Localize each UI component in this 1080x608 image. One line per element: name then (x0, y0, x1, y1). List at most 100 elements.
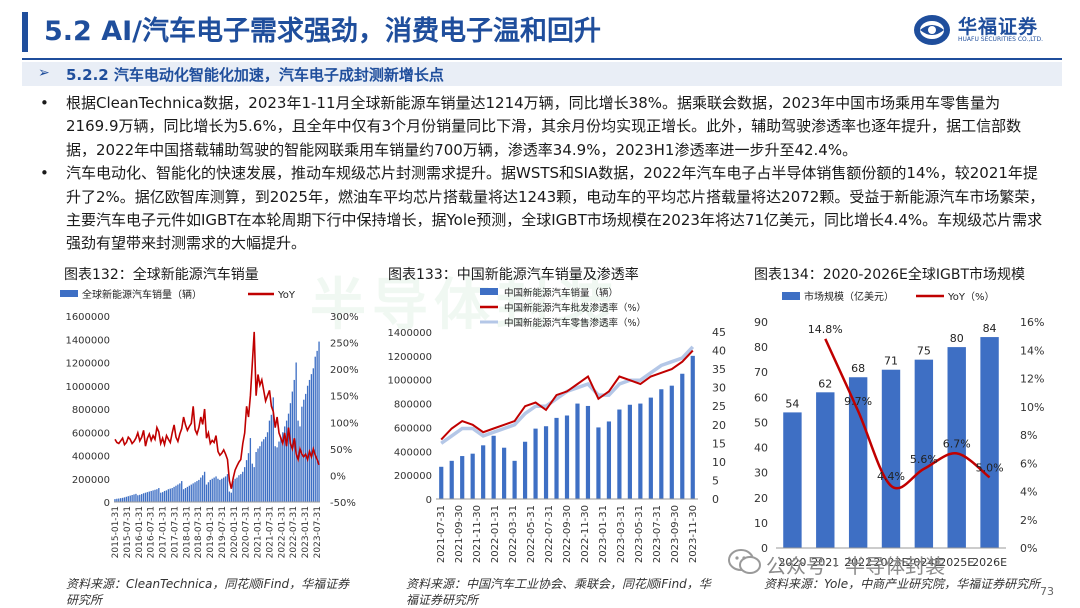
bar (152, 490, 154, 502)
bar (310, 374, 313, 502)
x-tick: 2021 (811, 556, 839, 569)
bar (226, 474, 229, 502)
chart-title: 图表133：中国新能源汽车销量及渗透率 (388, 267, 639, 283)
bar (179, 483, 181, 502)
bar (596, 427, 601, 499)
y-tick-right: 50% (330, 445, 352, 456)
y-tick-left: 1400000 (65, 335, 110, 346)
legend-label: 全球新能源汽车销量（辆） (82, 288, 202, 301)
bar (192, 483, 194, 502)
bar (470, 453, 475, 499)
bar (303, 399, 305, 502)
x-tick: 2022 (844, 556, 872, 569)
y-tick-right: 100% (330, 418, 359, 429)
bar (449, 460, 454, 499)
wechat-account-label: 公众号 · 半导体封装 (766, 554, 946, 578)
x-tick: 2022-07-31 (289, 506, 299, 558)
chart-global-nev-sales: 图表132：全球新能源汽车销量 全球新能源汽车销量（辆） YoY 0 200000 40… (52, 258, 372, 608)
bar (142, 493, 145, 502)
bar (118, 498, 120, 502)
bar (284, 426, 286, 502)
bar-value-label: 62 (818, 377, 832, 390)
x-tick: 2018-01-31 (182, 506, 192, 558)
bar (264, 436, 267, 502)
bar (543, 426, 549, 499)
bar (585, 405, 591, 499)
bar (243, 467, 246, 502)
bar (150, 490, 152, 502)
x-tick: 2024E (906, 556, 941, 569)
legend-label: 中国新能源汽车销量（辆） (504, 287, 618, 299)
bar (160, 492, 162, 502)
bar (148, 491, 150, 502)
bar (211, 478, 213, 502)
bar (512, 460, 517, 499)
bar (259, 446, 261, 502)
bar (648, 397, 653, 499)
bar (280, 436, 282, 502)
y-tick-right: 2% (1020, 514, 1037, 527)
huafu-logo: 华福证券 HUAFU SECURITIES CO.,LTD. (912, 10, 1052, 50)
y-tick-left: 1200000 (65, 359, 110, 370)
bar (167, 489, 170, 502)
bar (253, 467, 255, 502)
y-tick-right: 6% (1020, 457, 1037, 470)
bar (314, 356, 316, 502)
title-bar: 5.2 AI/汽车电子需求强劲，消费电子温和回升 (0, 0, 1080, 62)
bar (215, 476, 217, 502)
bar (230, 492, 232, 502)
bar (680, 373, 685, 499)
bar (209, 479, 211, 502)
bar (914, 359, 934, 548)
y-tick-right: 40 (712, 345, 726, 358)
bar (205, 484, 208, 502)
bar (196, 481, 198, 502)
bar (564, 415, 570, 499)
bar (263, 439, 265, 502)
bar-value-label: 54 (785, 397, 799, 410)
x-tick: 2022-01-31 (490, 505, 501, 563)
y-tick-right: 30 (712, 382, 726, 395)
wholesale-rate-line (440, 349, 694, 441)
bar-value-label: 75 (917, 345, 931, 358)
bar (123, 497, 126, 502)
bar (947, 347, 966, 548)
y-tick-left: 0 (104, 498, 110, 509)
x-tick: 2023-03-31 (616, 505, 627, 563)
bar (169, 488, 171, 502)
x-tick: 2021-01-31 (254, 506, 264, 558)
y-tick-right: 8% (1020, 429, 1037, 442)
y-tick-left: 30 (754, 467, 768, 480)
chart-title: 图表134：2020-2026E全球IGBT市场规模 (754, 267, 1026, 283)
bullet-item: • 汽车电动化、智能化的快速发展，推动车规级芯片封测需求提升。据WSTS和SIA… (40, 162, 1050, 256)
bar (305, 393, 307, 502)
bar (251, 463, 253, 502)
y-tick-right: 0 (712, 493, 719, 506)
y-tick-left: 600000 (72, 428, 110, 439)
title-accent-bar (22, 12, 28, 52)
bar (171, 488, 173, 502)
bar (213, 477, 215, 502)
chart-china-nev-sales: 图表133：中国新能源汽车销量及渗透率 中国新能源汽车销量（辆） 中国新能源汽车批… (380, 258, 730, 608)
y-tick-right: 12% (1020, 373, 1044, 386)
bar (638, 403, 643, 499)
x-tick: 2026E (972, 556, 1007, 569)
x-tick: 2016-01-31 (135, 506, 145, 558)
x-tick: 2022-05-31 (526, 505, 537, 563)
y-tick-right: 45 (712, 326, 726, 339)
bar (312, 368, 314, 502)
bar (268, 420, 271, 502)
bullet-item: • 根据CleanTechnica数据，2023年1-11月全球新能源车销量达1… (40, 92, 1050, 162)
y-tick-left: 70 (754, 366, 768, 379)
bar (135, 493, 137, 502)
chart3-svg: 市场规模（亿美元） YoY（%） 0 10 20 30 40 50 60 70 80 90 0% 2% 4%… (754, 290, 1044, 569)
bar (575, 403, 580, 499)
bar (236, 477, 238, 502)
page-title: 5.2 AI/汽车电子需求强劲，消费电子温和回升 (44, 16, 602, 47)
legend-label: 市场规模（亿美元） (804, 290, 894, 303)
bar (255, 452, 257, 502)
y-tick-left: 60 (754, 391, 768, 404)
bar (287, 413, 290, 502)
y-tick-left: 20 (754, 492, 768, 505)
y-tick-left: 400000 (394, 447, 432, 458)
